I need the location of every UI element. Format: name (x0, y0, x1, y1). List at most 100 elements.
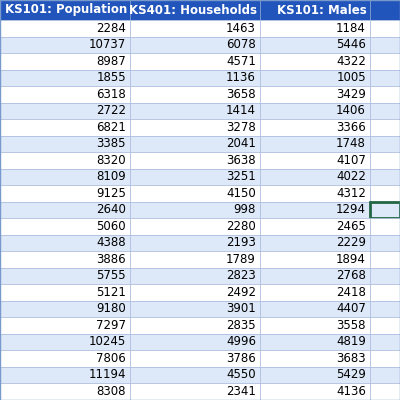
Text: 4312: 4312 (336, 187, 366, 200)
Bar (0, 383, 130, 400)
Bar (130, 185, 260, 202)
Bar (260, 136, 370, 152)
Bar (130, 168, 260, 185)
Bar (130, 284, 260, 300)
Text: 3429: 3429 (336, 88, 366, 101)
Text: 4388: 4388 (96, 236, 126, 249)
Text: 2193: 2193 (226, 236, 256, 249)
Text: 5429: 5429 (336, 368, 366, 381)
Bar (260, 152, 370, 168)
Bar (0, 20, 130, 36)
Bar (130, 119, 260, 136)
Bar (0, 350, 130, 366)
Bar (0, 300, 130, 317)
Text: 1789: 1789 (226, 253, 256, 266)
Bar (260, 119, 370, 136)
Text: 2492: 2492 (226, 286, 256, 299)
Bar (370, 300, 400, 317)
Text: 4107: 4107 (336, 154, 366, 167)
Bar (130, 86, 260, 102)
Bar (370, 136, 400, 152)
Text: 2768: 2768 (336, 269, 366, 282)
Bar (0, 218, 130, 234)
Bar (260, 383, 370, 400)
Text: 9125: 9125 (96, 187, 126, 200)
Bar (0, 251, 130, 268)
Text: 2280: 2280 (226, 220, 256, 233)
Bar (130, 70, 260, 86)
Text: 3886: 3886 (96, 253, 126, 266)
Bar (130, 300, 260, 317)
Bar (0, 70, 130, 86)
Text: 4022: 4022 (336, 170, 366, 183)
Bar (370, 70, 400, 86)
Bar (370, 366, 400, 383)
Bar (0, 119, 130, 136)
Bar (260, 234, 370, 251)
Text: 1406: 1406 (336, 104, 366, 117)
Text: 4407: 4407 (336, 302, 366, 315)
Text: 4819: 4819 (336, 335, 366, 348)
Bar (260, 20, 370, 36)
Text: 998: 998 (234, 203, 256, 216)
Bar (370, 202, 400, 218)
Bar (130, 251, 260, 268)
Bar (370, 86, 400, 102)
Bar (370, 119, 400, 136)
Text: KS101: Population: KS101: Population (5, 4, 127, 16)
Bar (260, 53, 370, 70)
Bar (260, 168, 370, 185)
Text: 1463: 1463 (226, 22, 256, 35)
Bar (0, 317, 130, 334)
Bar (130, 136, 260, 152)
Text: 9180: 9180 (96, 302, 126, 315)
Text: 2640: 2640 (96, 203, 126, 216)
Text: 8109: 8109 (96, 170, 126, 183)
Text: 1184: 1184 (336, 22, 366, 35)
Text: 1294: 1294 (336, 203, 366, 216)
Text: 6318: 6318 (96, 88, 126, 101)
Text: 3638: 3638 (226, 154, 256, 167)
Bar (370, 152, 400, 168)
Bar (0, 136, 130, 152)
Bar (260, 36, 370, 53)
Text: 8320: 8320 (96, 154, 126, 167)
Text: 7297: 7297 (96, 319, 126, 332)
Bar (260, 334, 370, 350)
Bar (370, 202, 400, 218)
Text: 3278: 3278 (226, 121, 256, 134)
Text: 1855: 1855 (96, 71, 126, 84)
Bar (370, 234, 400, 251)
Text: 2722: 2722 (96, 104, 126, 117)
Bar (370, 251, 400, 268)
Text: 3366: 3366 (336, 121, 366, 134)
Text: 1136: 1136 (226, 71, 256, 84)
Bar (260, 350, 370, 366)
Bar (370, 383, 400, 400)
Bar (370, 20, 400, 36)
Bar (0, 334, 130, 350)
Bar (0, 202, 130, 218)
Bar (260, 0, 370, 20)
Bar (130, 218, 260, 234)
Text: 3683: 3683 (336, 352, 366, 365)
Bar (260, 202, 370, 218)
Bar (130, 102, 260, 119)
Text: KS101: Males: KS101: Males (277, 4, 367, 16)
Bar (260, 268, 370, 284)
Bar (130, 334, 260, 350)
Bar (260, 102, 370, 119)
Text: 2341: 2341 (226, 385, 256, 398)
Bar (370, 317, 400, 334)
Text: 5121: 5121 (96, 286, 126, 299)
Bar (260, 218, 370, 234)
Bar (0, 36, 130, 53)
Bar (130, 234, 260, 251)
Bar (130, 366, 260, 383)
Text: 4550: 4550 (226, 368, 256, 381)
Bar (0, 234, 130, 251)
Text: 2823: 2823 (226, 269, 256, 282)
Bar (130, 350, 260, 366)
Text: 3251: 3251 (226, 170, 256, 183)
Text: 5755: 5755 (96, 269, 126, 282)
